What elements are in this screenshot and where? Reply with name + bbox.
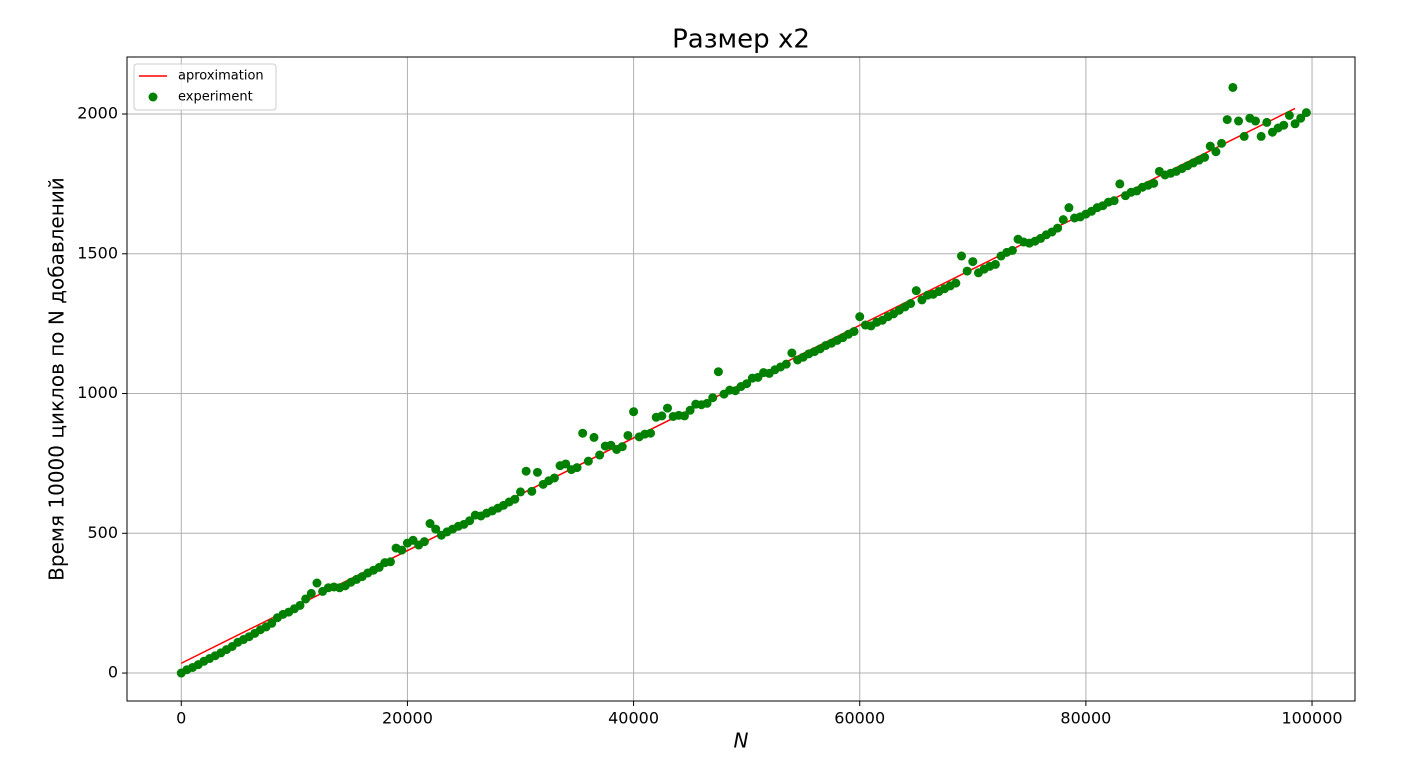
point <box>787 348 797 358</box>
point <box>295 600 305 610</box>
point <box>849 326 859 336</box>
point <box>702 398 712 408</box>
point <box>911 286 921 296</box>
legend-label: aproximation <box>178 69 264 84</box>
point <box>1284 110 1294 120</box>
legend-box <box>133 63 277 111</box>
point <box>1200 152 1210 162</box>
point <box>385 557 395 567</box>
y-axis-label: Время 10000 циклов по N добавлений <box>45 177 69 581</box>
y-tick-label: 1000 <box>77 383 118 402</box>
point <box>516 487 526 497</box>
point <box>742 379 752 389</box>
point <box>532 467 542 477</box>
point <box>312 578 322 588</box>
point <box>589 432 599 442</box>
x-tick-label: 20000 <box>382 709 433 728</box>
x-tick-label: 0 <box>176 709 186 728</box>
point <box>646 428 656 438</box>
y-tick-label: 2000 <box>77 104 118 123</box>
point <box>1211 147 1221 157</box>
y-tick-label: 1500 <box>77 243 118 262</box>
x-tick-label: 60000 <box>834 709 885 728</box>
x-tick-label: 100000 <box>1281 709 1342 728</box>
point <box>1222 115 1232 125</box>
point <box>572 463 582 473</box>
point <box>1256 131 1266 141</box>
x-tick-label: 80000 <box>1060 709 1111 728</box>
point <box>549 473 559 483</box>
point <box>1234 116 1244 126</box>
point <box>397 545 407 555</box>
point <box>301 594 311 604</box>
point <box>1064 203 1074 213</box>
y-tick-label: 500 <box>87 523 118 542</box>
point <box>521 466 531 476</box>
point <box>1301 108 1311 118</box>
point <box>968 257 978 267</box>
point <box>663 403 673 413</box>
point <box>708 393 718 403</box>
point <box>617 442 627 452</box>
point <box>713 367 723 377</box>
point <box>1205 141 1215 151</box>
point <box>679 411 689 421</box>
y-tick-label: 0 <box>108 663 118 682</box>
point <box>561 459 571 469</box>
point <box>595 450 605 460</box>
plot-frame <box>126 56 1356 702</box>
x-axis-label: N <box>734 729 749 753</box>
point <box>962 266 972 276</box>
point <box>431 524 441 534</box>
point <box>465 516 475 526</box>
point <box>629 407 639 417</box>
point <box>306 588 316 598</box>
point <box>855 312 865 322</box>
point <box>1228 82 1238 92</box>
legend: aproximation experiment <box>133 63 277 111</box>
legend-swatch <box>148 92 158 102</box>
point <box>1007 245 1017 255</box>
point <box>623 430 633 440</box>
chart-title: Размер x2 <box>672 25 810 55</box>
point <box>1290 119 1300 129</box>
point <box>527 486 537 496</box>
point <box>1115 179 1125 189</box>
point <box>1217 138 1227 148</box>
point <box>1239 131 1249 141</box>
point <box>1296 113 1306 123</box>
point <box>990 259 1000 269</box>
point <box>1058 215 1068 225</box>
point <box>685 405 695 415</box>
point <box>1109 196 1119 206</box>
x-tick-label: 40000 <box>608 709 659 728</box>
point <box>425 519 435 529</box>
point <box>510 494 520 504</box>
legend-label: experiment <box>178 90 253 105</box>
point <box>657 411 667 421</box>
point <box>419 537 429 547</box>
point <box>1149 178 1159 188</box>
point <box>1262 117 1272 127</box>
point <box>956 251 966 261</box>
point <box>267 618 277 628</box>
point <box>578 428 588 438</box>
point <box>1053 223 1063 233</box>
point <box>906 299 916 309</box>
point <box>781 359 791 369</box>
point <box>1279 120 1289 130</box>
point <box>583 456 593 466</box>
point <box>1250 116 1260 126</box>
point <box>951 278 961 288</box>
